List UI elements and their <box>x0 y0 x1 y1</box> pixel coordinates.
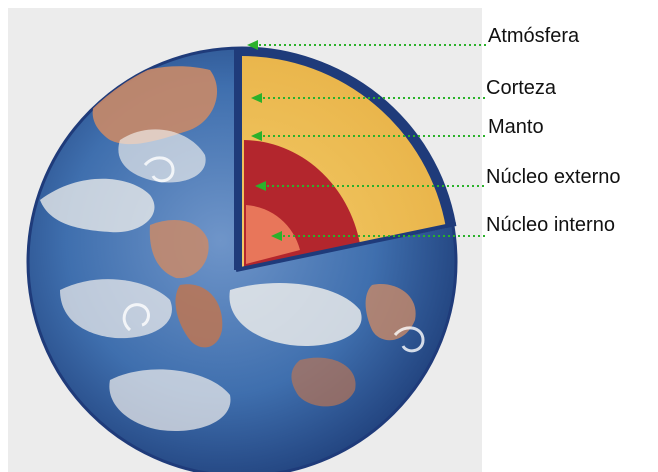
label-atmosphere: Atmósfera <box>488 25 580 47</box>
landmass-south <box>175 284 223 348</box>
layer-labels: Atmósfera Corteza Manto Núcleo externo N… <box>486 25 621 236</box>
cloud-band-5 <box>118 129 206 183</box>
cloud-band-3 <box>229 282 362 346</box>
pointer-outer-core-arrowhead <box>255 181 266 191</box>
label-crust: Corteza <box>486 77 557 99</box>
inner-core-layer <box>246 205 300 264</box>
cloud-swirl-3 <box>122 303 150 332</box>
landmass-east <box>365 284 416 341</box>
pointers <box>247 40 486 241</box>
landmass-southeast <box>291 357 356 407</box>
pointer-crust-arrowhead <box>251 93 262 103</box>
cloud-swirl-2 <box>393 326 425 353</box>
label-mantle: Manto <box>488 116 544 138</box>
landmass-north <box>92 66 218 145</box>
landmass-west <box>149 220 209 279</box>
pointer-mantle-arrowhead <box>251 131 262 141</box>
pointer-atmosphere-arrowhead <box>247 40 258 50</box>
label-inner-core: Núcleo interno <box>486 214 615 236</box>
cut-edge-horizontal <box>235 222 457 272</box>
cloud-band-4 <box>109 369 231 431</box>
label-outer-core: Núcleo externo <box>486 166 621 188</box>
cloud-band-1 <box>40 178 155 233</box>
pointer-inner-core-arrowhead <box>271 231 282 241</box>
cloud-swirl-1 <box>143 156 175 183</box>
